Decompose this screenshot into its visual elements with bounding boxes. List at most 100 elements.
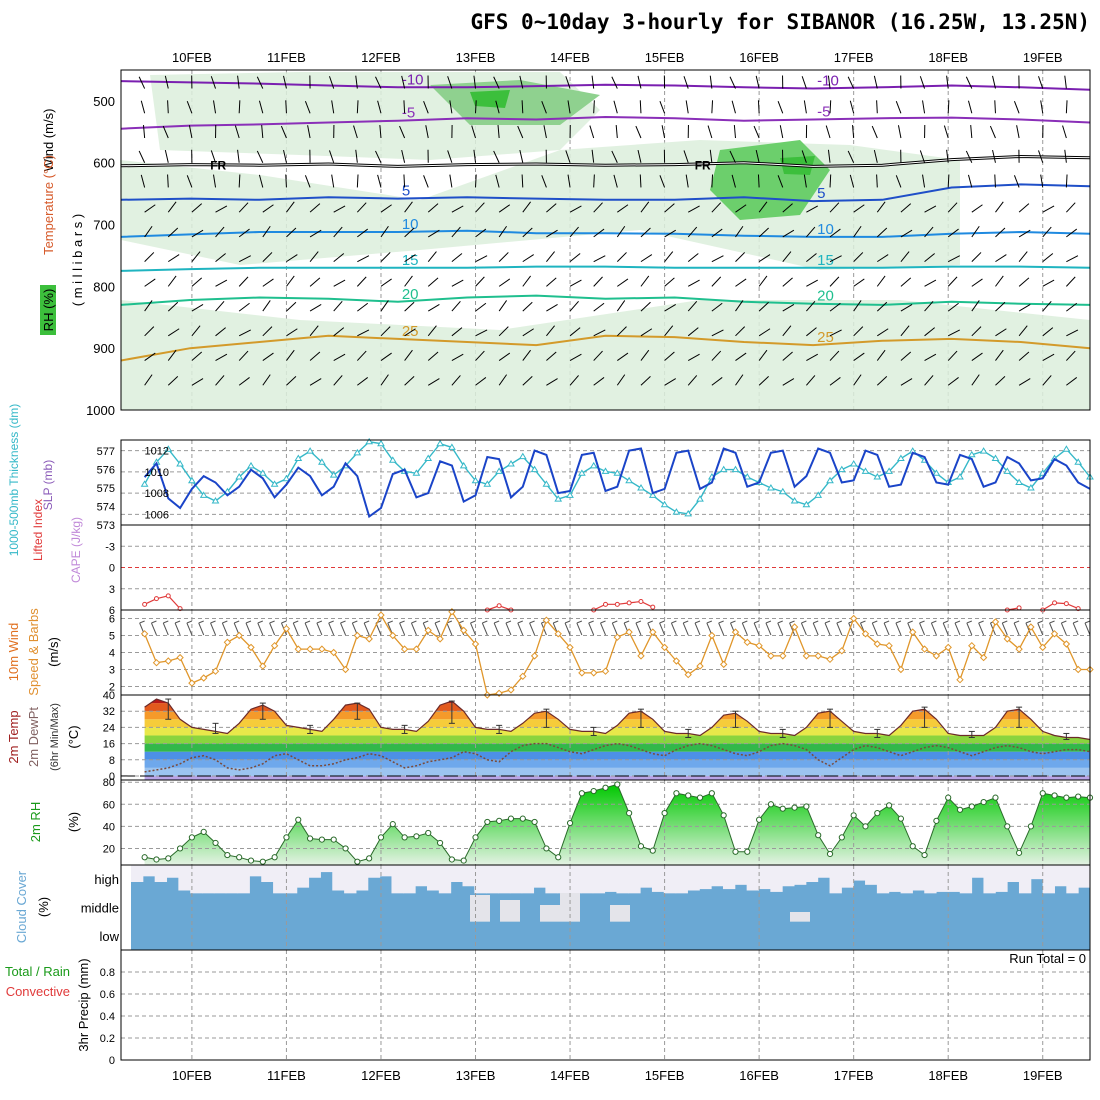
wind-barb — [191, 229, 204, 238]
wind-barb — [853, 278, 865, 287]
wind10m-barb — [210, 622, 216, 636]
wind-speed-marker — [318, 645, 326, 653]
wind-barb — [522, 328, 534, 337]
wind-barb — [777, 175, 784, 188]
rh-marker — [283, 834, 290, 841]
rh-marker — [425, 829, 432, 837]
wind-barb — [447, 76, 453, 89]
day-label-bottom: 10FEB — [172, 1068, 212, 1083]
wind10m-barb — [600, 620, 606, 624]
wind-barb — [427, 325, 437, 337]
cloud-high-gap — [734, 865, 748, 885]
wind-barb — [735, 225, 744, 238]
wind-barb — [353, 125, 358, 139]
wind-barb — [593, 329, 606, 337]
wind-barb — [380, 374, 389, 386]
wind-barb — [427, 251, 437, 262]
rh-marker — [224, 851, 231, 859]
wind-barb — [140, 174, 146, 188]
wind-barb — [779, 125, 784, 139]
cloud-high-gap — [154, 865, 168, 882]
thickness-marker — [329, 471, 338, 478]
thickness-marker — [211, 497, 220, 504]
thickness-marker — [235, 473, 244, 480]
wind-barb — [664, 303, 676, 312]
li-marker — [496, 603, 502, 609]
wind10m-barb — [659, 622, 666, 636]
wind-barb — [519, 75, 524, 89]
wind-barb — [847, 150, 855, 163]
wind-barb — [262, 352, 274, 361]
wind-barb — [947, 228, 959, 238]
cloud-high-gap — [284, 865, 298, 894]
wind-barb — [829, 255, 842, 263]
cloud-high-gap — [640, 865, 653, 888]
wind10m-barb — [470, 622, 476, 636]
wind-barb — [473, 149, 477, 163]
wind-barb — [380, 352, 392, 361]
rh-marker — [366, 855, 373, 862]
thickness-marker — [542, 480, 551, 487]
pressure-tick: 900 — [93, 341, 115, 356]
wind-barb — [943, 125, 949, 139]
day-label-top: 11FEB — [267, 50, 306, 65]
wind-barb — [758, 376, 769, 386]
wind-barb — [729, 150, 736, 163]
wind-speed-marker — [436, 635, 444, 643]
thickness-marker — [601, 467, 610, 474]
day-label-top: 17FEB — [834, 50, 874, 65]
rh-marker — [165, 855, 172, 862]
wind-barb — [498, 352, 511, 361]
wind-barb — [685, 174, 689, 188]
wind-barb — [495, 100, 500, 114]
rh-marker — [1027, 823, 1035, 830]
wind-barb — [238, 174, 241, 188]
wind-barb — [876, 376, 888, 386]
wind10m-barb — [269, 620, 275, 624]
wind-barb — [191, 351, 203, 361]
wind10m-barb — [647, 620, 653, 624]
wind10m-barb — [387, 620, 393, 624]
wind-barb — [924, 205, 937, 213]
cloud-high-gap — [1042, 865, 1055, 894]
wind-barb — [286, 201, 295, 213]
wind10m-barb — [363, 622, 370, 636]
wind-barb — [947, 174, 950, 188]
rh-marker — [850, 812, 857, 819]
wind-speed-marker — [459, 626, 468, 635]
thickness-marker — [932, 469, 941, 476]
wind10m-barb — [930, 622, 937, 636]
rh-marker — [767, 801, 775, 808]
thickness-marker — [991, 454, 1000, 461]
wind10m-barb — [966, 622, 973, 636]
thickness-marker — [507, 460, 515, 467]
wind-barb — [1040, 174, 1044, 188]
rh-tick: 80 — [103, 777, 115, 789]
rh-marker — [436, 839, 444, 847]
thickness-marker — [294, 454, 303, 461]
wind-barb — [285, 100, 287, 114]
wind-barb — [876, 275, 886, 287]
wind10m-barb — [588, 622, 595, 636]
wind-tick: 2 — [109, 682, 115, 694]
wind-barb — [711, 302, 723, 312]
wind-barb — [286, 301, 297, 312]
cloud-high-gap — [900, 865, 913, 894]
wind-barb — [238, 255, 251, 263]
wind10m-barb — [186, 620, 193, 624]
rh-marker — [578, 790, 585, 797]
day-label-top: 13FEB — [456, 50, 496, 65]
temp-fill — [144, 699, 1090, 780]
wind-barb — [333, 226, 343, 238]
wind-barb — [853, 352, 865, 361]
wind-barb — [900, 378, 913, 386]
wind10m-barb — [706, 620, 713, 624]
wind-barb — [782, 303, 795, 312]
wind-barb — [286, 349, 295, 361]
wind-speed-marker — [519, 672, 527, 681]
slp-tick: 1010 — [145, 467, 169, 479]
wind10m-barb — [564, 620, 571, 624]
wind-barb — [213, 174, 217, 188]
wind-speed-marker — [920, 645, 929, 653]
wind10m-barb — [281, 620, 287, 624]
